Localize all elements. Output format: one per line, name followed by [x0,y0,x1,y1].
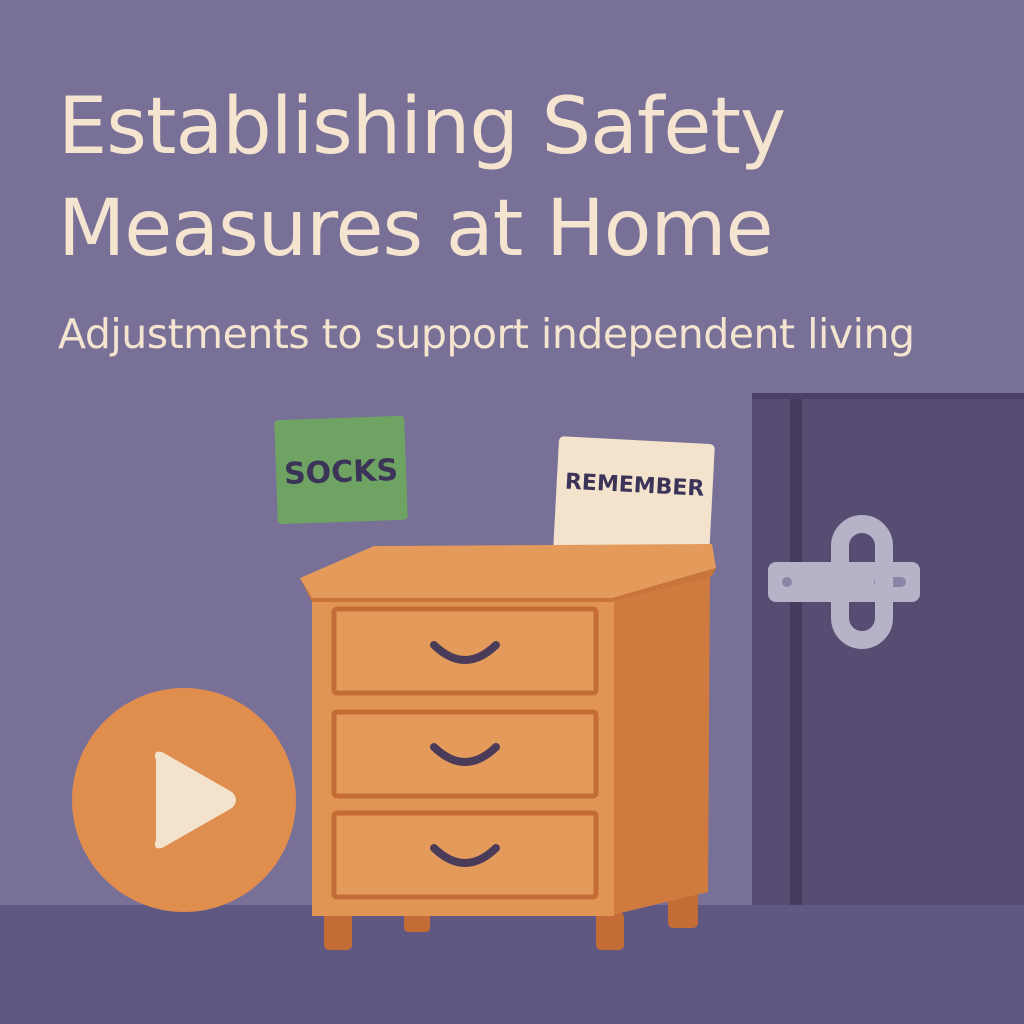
door [752,393,1024,905]
dresser [300,544,716,950]
play-button[interactable] [72,688,296,912]
drawer-handle [430,743,500,766]
socks-note: SOCKS [274,415,408,525]
drawer-handle [430,641,500,664]
drawer-handle [430,844,500,867]
play-icon [154,751,236,849]
remember-card: REMEMBER [553,436,715,558]
floor [0,905,1024,1024]
socks-note-text: SOCKS [284,453,399,492]
door-latch-icon [768,515,920,649]
page-title: Establishing Safety Measures at Home [58,82,786,274]
page-subtitle: Adjustments to support independent livin… [58,310,915,358]
